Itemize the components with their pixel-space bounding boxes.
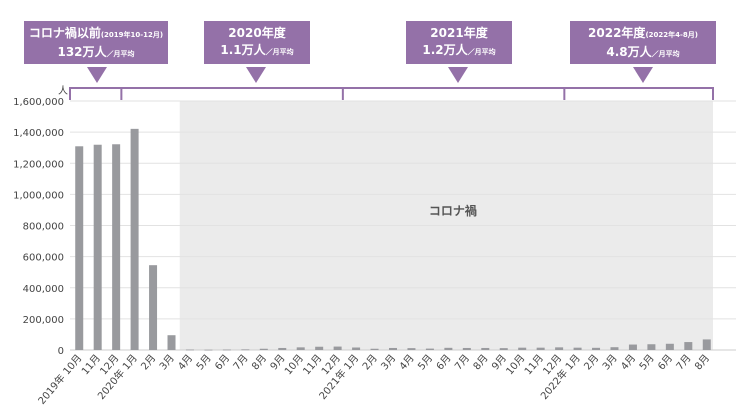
bar (628, 344, 637, 350)
bar (555, 347, 564, 350)
bar (481, 347, 490, 350)
bar (112, 144, 121, 350)
bar (259, 348, 268, 350)
y-tick-label: 1,000,000 (13, 190, 64, 201)
callout-value-note: ／月平均 (467, 48, 496, 56)
x-tick-label: 2月 (360, 352, 380, 372)
x-tick-label: 7月 (231, 352, 251, 372)
bar (278, 347, 287, 350)
bar (702, 339, 711, 350)
x-tick-label: 8月 (471, 352, 491, 372)
callout-arrow-2021 (448, 67, 468, 83)
bar (333, 346, 342, 350)
callout-pre-covid: コロナ禍以前(2019年10-12月) 132万人／月平均 (24, 21, 168, 64)
callout-value-note: ／月平均 (106, 50, 135, 58)
bar (315, 346, 324, 350)
x-tick-label: 7月 (674, 352, 694, 372)
x-tick-label: 7月 (452, 352, 472, 372)
bar (185, 349, 194, 351)
bar (425, 348, 434, 350)
y-tick-label: 0 (58, 346, 64, 357)
bar (93, 144, 102, 350)
x-tick-label: 3月 (379, 352, 399, 372)
bar (665, 343, 674, 350)
callout-title: 2021年度 (430, 26, 488, 40)
bar (444, 347, 453, 350)
x-tick-label: 4月 (619, 352, 639, 372)
bar (241, 349, 250, 351)
bar (499, 348, 508, 350)
x-tick-label: 2月 (139, 352, 159, 372)
y-tick-label: 1,400,000 (13, 128, 64, 139)
callout-2020: 2020年度 1.1万人／月平均 (204, 21, 310, 64)
callout-arrow-2020 (246, 67, 266, 83)
x-tick-label: 6月 (655, 352, 675, 372)
x-tick-label: 5月 (194, 352, 214, 372)
bar (149, 265, 158, 350)
callout-2021: 2021年度 1.2万人／月平均 (406, 21, 512, 64)
bar (518, 347, 527, 350)
x-tick-label: 11月 (522, 352, 546, 377)
x-tick-label: 8月 (249, 352, 269, 372)
bar (610, 347, 619, 350)
callout-arrow-2022 (633, 67, 653, 83)
callout-value: 132万人 (57, 45, 107, 59)
bar (222, 349, 231, 351)
callout-title-note: (2019年10-12月) (100, 31, 164, 39)
y-tick-label: 800,000 (23, 222, 64, 233)
x-tick-label: 2019年 10月 (35, 352, 84, 407)
callout-value-note: ／月平均 (265, 48, 294, 56)
x-tick-label: 2月 (582, 352, 602, 372)
callout-title: コロナ禍以前 (28, 26, 101, 40)
x-tick-label: 6月 (212, 352, 232, 372)
callout-title-note: (2022年4-8月) (645, 31, 698, 39)
bar (130, 128, 139, 350)
x-tick-label: 6月 (434, 352, 454, 372)
y-tick-label: 200,000 (23, 315, 64, 326)
callout-value-note: ／月平均 (651, 50, 680, 58)
bar (407, 348, 416, 350)
callout-value: 1.1万人 (220, 43, 266, 57)
callout-value: 1.2万人 (422, 43, 468, 57)
x-tick-label: 10月 (282, 352, 306, 377)
bar (684, 342, 693, 350)
bar (647, 344, 656, 350)
callout-value: 4.8万人 (606, 45, 652, 59)
bar (536, 347, 545, 350)
x-tick-label: 3月 (600, 352, 620, 372)
covid-region-label: コロナ禍 (429, 203, 477, 218)
y-tick-label: 1,200,000 (13, 159, 64, 170)
bar (462, 347, 471, 350)
y-tick-label: 1,600,000 (13, 97, 64, 108)
callout-arrow-pre-covid (87, 67, 107, 83)
x-tick-label: 4月 (176, 352, 196, 372)
x-tick-label: 8月 (692, 352, 712, 372)
bar (592, 347, 601, 350)
x-tick-label: 5月 (637, 352, 657, 372)
bar (370, 348, 379, 350)
x-tick-label: 5月 (415, 352, 435, 372)
y-tick-label: 400,000 (23, 284, 64, 295)
bar (389, 347, 397, 350)
bar (75, 146, 84, 350)
callout-title: 2020年度 (228, 26, 286, 40)
x-tick-label: 3月 (157, 352, 177, 372)
x-tick-label: 4月 (397, 352, 417, 372)
callout-2022: 2022年度(2022年4-8月) 4.8万人／月平均 (570, 21, 716, 64)
y-axis-unit-label: 人 (58, 85, 68, 97)
bar (167, 335, 176, 350)
bar (204, 349, 213, 351)
x-tick-label: 11月 (79, 352, 103, 377)
x-tick-label: 10月 (504, 352, 528, 377)
bar (296, 347, 305, 350)
y-tick-label: 600,000 (23, 253, 64, 264)
bar (573, 347, 582, 350)
callout-title: 2022年度 (588, 26, 646, 40)
x-tick-label: 11月 (301, 352, 325, 377)
bar (352, 347, 361, 350)
